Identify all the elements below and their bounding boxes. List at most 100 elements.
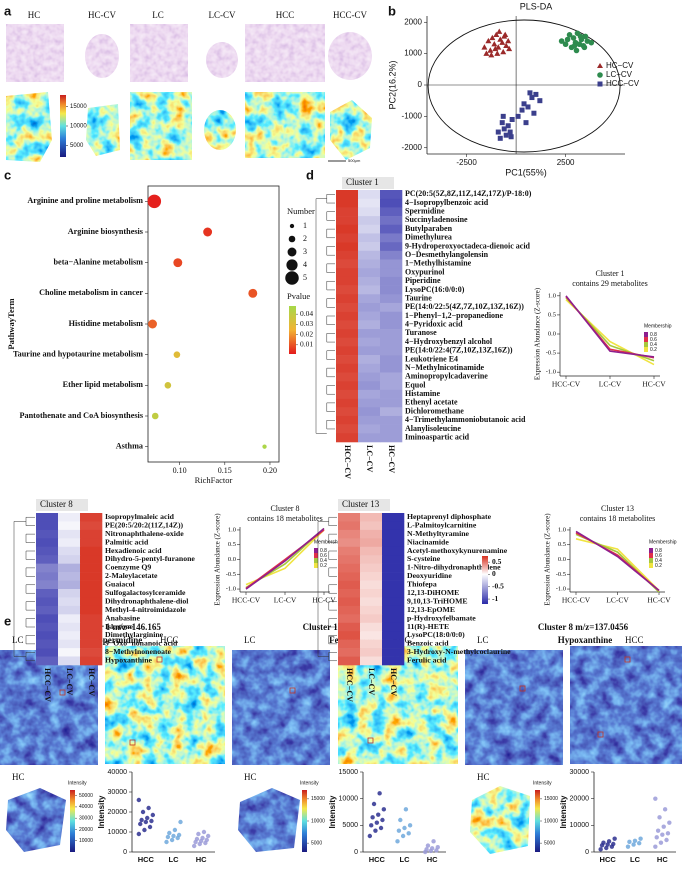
- row-label: Deoxyuridine: [407, 571, 452, 580]
- heatmap-cell: [80, 538, 103, 548]
- chart-title: Cluster 1: [595, 269, 624, 278]
- cluster-header: [342, 177, 394, 189]
- row-label: Methyl-4-nitroimidazole: [105, 605, 186, 614]
- x-tick-label: HCC: [600, 855, 617, 864]
- point: [139, 817, 144, 823]
- heatmap-cell: [338, 513, 361, 522]
- y-axis-label: PC2(16.2%): [387, 60, 397, 109]
- bubble: [147, 194, 162, 209]
- legend-swatch: [644, 337, 648, 342]
- legend-swatch: [314, 548, 318, 553]
- heatmap-cell: [358, 355, 381, 365]
- row-label: Equol: [405, 380, 426, 389]
- heatmap-cell: [80, 529, 103, 539]
- legend-marker: [287, 247, 297, 257]
- colorbar-tick-label: 0.01: [300, 340, 313, 349]
- row-label: Isketone: [105, 622, 134, 631]
- legend-swatch: [649, 553, 653, 558]
- point: [435, 845, 440, 850]
- point: [501, 126, 507, 132]
- point: [598, 847, 603, 852]
- point: [657, 815, 662, 820]
- legend-label: 3: [303, 247, 307, 256]
- heatmap-cell: [80, 605, 103, 615]
- heatmap-cell: [338, 656, 361, 666]
- dendrogram: [328, 584, 337, 594]
- point: [571, 42, 578, 49]
- y-tick-label: 0.0: [548, 330, 556, 337]
- heatmap-cell: [336, 407, 359, 417]
- row-label: Oxypurinol: [405, 267, 445, 276]
- legend-label: 0.4: [650, 342, 657, 348]
- heatmap-cell: [380, 294, 403, 304]
- y-tick-label: 0.5: [548, 311, 556, 318]
- row-label: Ferulic acid: [407, 656, 447, 665]
- x-axis-label: PC1(55%): [505, 167, 547, 177]
- point: [632, 838, 638, 843]
- point: [396, 828, 402, 833]
- heatmap-cell: [36, 605, 59, 615]
- dendrogram: [326, 263, 335, 273]
- heatmap-cell: [382, 589, 405, 598]
- colorbar-tick-label: 0.04: [300, 309, 313, 318]
- legend-label: 0.8: [650, 332, 657, 338]
- row-label: Acetyl-methoxykynurenamine: [407, 546, 508, 555]
- column-label: HCC−CV: [343, 445, 352, 479]
- point: [142, 827, 147, 833]
- point: [194, 836, 200, 842]
- dendrogram: [25, 635, 35, 645]
- x-tick-label: LC: [630, 855, 641, 864]
- row-label: Anabasine: [105, 613, 140, 622]
- y-tick-label: Histidine metabolism: [69, 319, 144, 328]
- panel-e-images: [0, 646, 682, 854]
- heatmap-cell: [358, 250, 381, 260]
- point: [502, 31, 509, 38]
- point: [661, 824, 666, 829]
- colorbar-tick-label: 20000: [79, 827, 93, 833]
- heatmap-cell: [360, 580, 383, 590]
- y-tick-label: -0.5: [546, 350, 556, 357]
- row-label: N−Methylnicotinamide: [405, 363, 485, 372]
- row-label: PE(14:0/22:5(4Z,7Z,10Z,13Z,16Z)): [405, 302, 524, 311]
- x-tick-label: HCC: [138, 855, 155, 864]
- legend-marker: [597, 72, 603, 78]
- heatmap-cell: [360, 563, 383, 573]
- heatmap-cell: [36, 648, 59, 657]
- bubble: [262, 444, 267, 449]
- heatmap-cell: [360, 639, 383, 649]
- row-label: Spermidine: [405, 207, 445, 216]
- row-label: Benzoic acid: [407, 639, 449, 648]
- heatmap-cell: [358, 363, 381, 373]
- x-tick-label: 0.15: [218, 466, 232, 475]
- y-tick-label: -0.5: [556, 571, 566, 578]
- heatmap-cell: [336, 433, 359, 443]
- point: [146, 805, 151, 811]
- legend-marker: [286, 259, 298, 271]
- heatmap-cell: [58, 521, 81, 531]
- heatmap-cell: [360, 521, 383, 531]
- point: [577, 33, 584, 40]
- y-tick-label: 10000: [570, 822, 590, 829]
- legend-label: 0.4: [655, 558, 662, 564]
- heatmap-cell: [336, 190, 359, 199]
- row-label: Dimethylurea: [405, 233, 452, 242]
- row-label: Dihydro-5-pentyl-furanone: [105, 554, 195, 563]
- heatmap-cell: [380, 216, 403, 226]
- heatmap-cell: [36, 639, 59, 649]
- point: [653, 796, 658, 801]
- row-label: Guaiacol: [105, 580, 136, 589]
- heatmap-cell: [338, 597, 361, 607]
- heatmap-cell: [80, 656, 103, 666]
- heatmap-cell: [80, 513, 103, 522]
- legend-marker: [288, 235, 296, 243]
- heatmap-cell: [58, 513, 81, 522]
- row-label: LysoPC(18:0/0:0): [407, 630, 465, 639]
- bubble: [148, 319, 157, 329]
- heatmap-cell: [380, 407, 403, 417]
- row-label: 9-Hydroperoxyoctadeca-dienoic acid: [405, 241, 531, 250]
- point: [505, 123, 511, 129]
- point: [494, 50, 501, 56]
- heatmap-cell: [358, 337, 381, 347]
- row-label: O−Desmethylangolensin: [405, 250, 489, 259]
- heatmap-cell: [336, 363, 359, 373]
